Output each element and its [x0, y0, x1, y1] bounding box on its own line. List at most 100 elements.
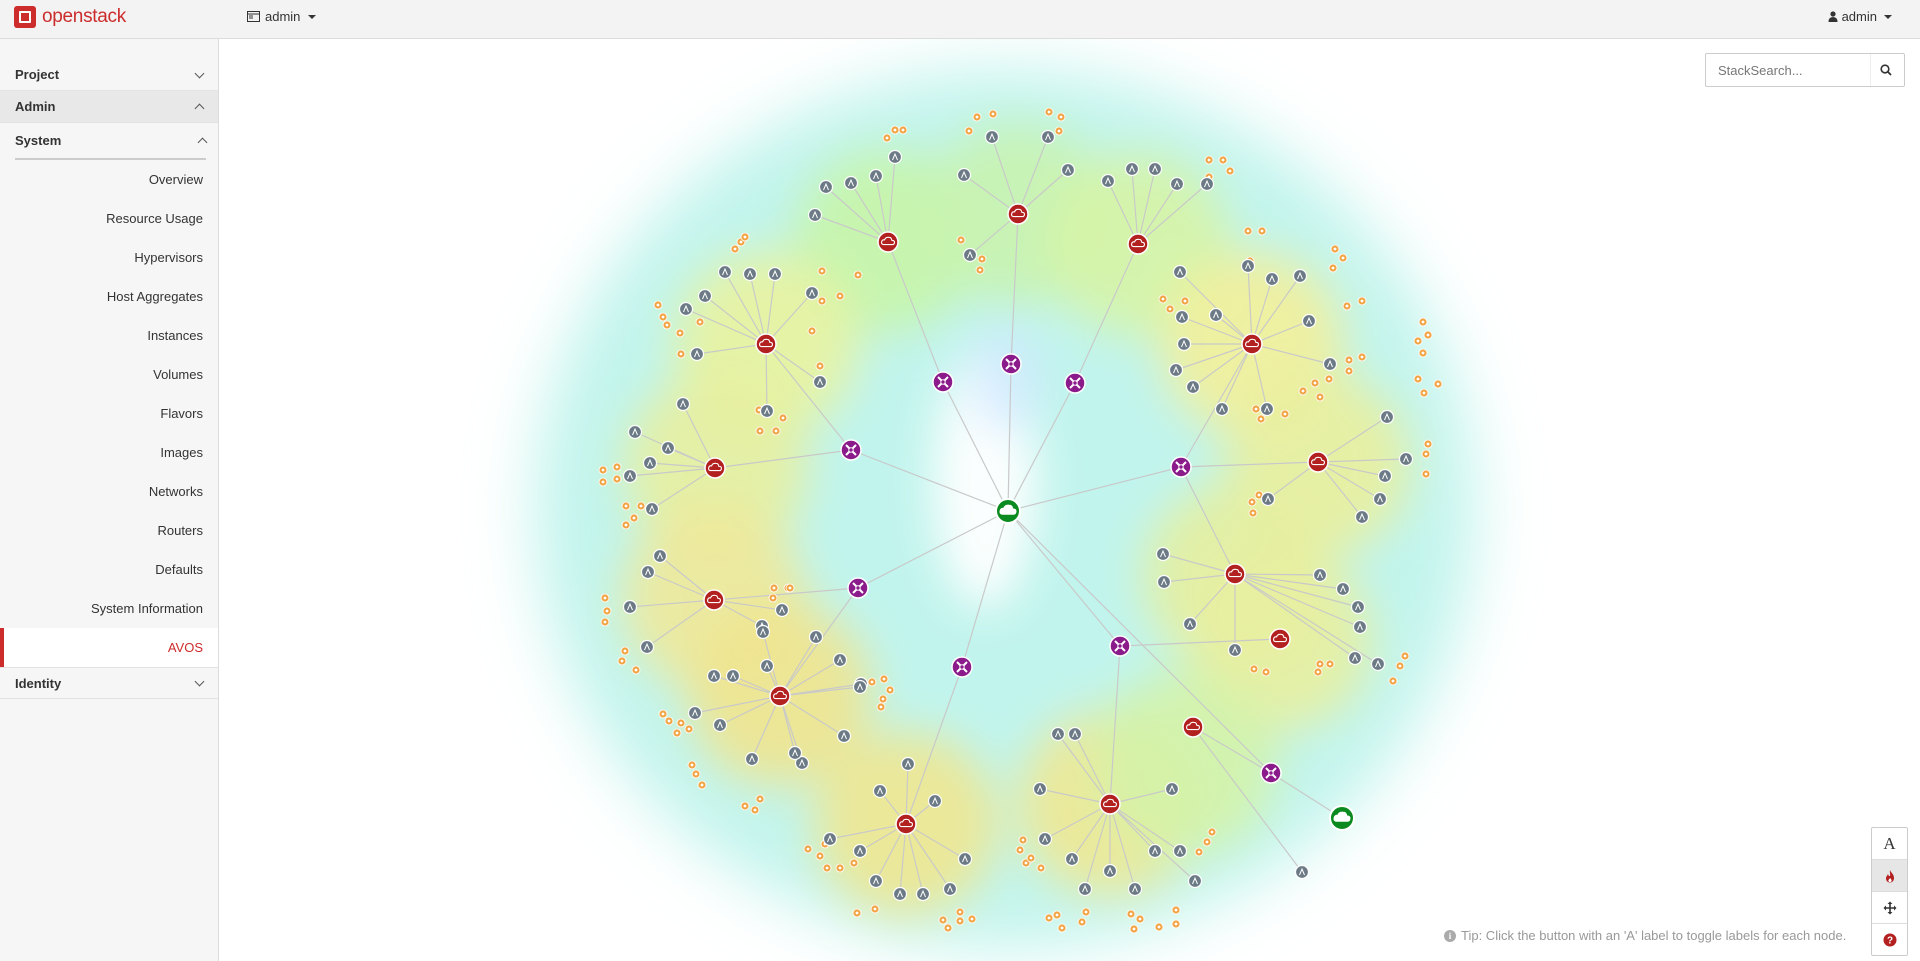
instance-node[interactable]: [725, 668, 741, 684]
alarm-node[interactable]: [878, 694, 888, 704]
instance-node[interactable]: [1187, 873, 1203, 889]
alarm-node[interactable]: [815, 851, 825, 861]
alarm-node[interactable]: [852, 908, 862, 918]
alarm-node[interactable]: [1357, 352, 1367, 362]
alarm-node[interactable]: [977, 254, 987, 264]
alarm-node[interactable]: [631, 665, 641, 675]
alarm-node[interactable]: [849, 858, 859, 868]
alarm-node[interactable]: [1261, 667, 1271, 677]
alarm-node[interactable]: [785, 583, 795, 593]
instance-node[interactable]: [1124, 161, 1140, 177]
instance-node[interactable]: [627, 424, 643, 440]
help-button[interactable]: ?: [1872, 924, 1907, 955]
alarm-node[interactable]: [617, 656, 627, 666]
alarm-node[interactable]: [956, 235, 966, 245]
alarm-node[interactable]: [1081, 907, 1091, 917]
router-node[interactable]: [1064, 372, 1086, 394]
instance-node[interactable]: [687, 705, 703, 721]
tenant-cloud-node[interactable]: [877, 231, 899, 253]
router-node[interactable]: [1170, 456, 1192, 478]
alarm-node[interactable]: [600, 593, 610, 603]
alarm-node[interactable]: [890, 125, 900, 135]
alarm-node[interactable]: [1194, 847, 1204, 857]
alarm-node[interactable]: [636, 501, 646, 511]
instance-node[interactable]: [1379, 409, 1395, 425]
alarm-node[interactable]: [1310, 378, 1320, 388]
alarm-node[interactable]: [817, 296, 827, 306]
alarm-node[interactable]: [675, 328, 685, 338]
instance-node[interactable]: [689, 346, 705, 362]
alarm-node[interactable]: [1315, 392, 1325, 402]
alarm-node[interactable]: [885, 685, 895, 695]
alarm-node[interactable]: [621, 520, 631, 530]
instance-node[interactable]: [957, 851, 973, 867]
alarm-node[interactable]: [612, 474, 622, 484]
alarm-node[interactable]: [598, 465, 608, 475]
alarm-node[interactable]: [1180, 296, 1190, 306]
alarm-node[interactable]: [750, 805, 760, 815]
instance-node[interactable]: [1370, 656, 1386, 672]
tenant-cloud-node[interactable]: [1241, 333, 1263, 355]
alarm-node[interactable]: [695, 317, 705, 327]
network-node[interactable]: [1329, 805, 1355, 831]
alarm-node[interactable]: [1171, 905, 1181, 915]
alarm-node[interactable]: [835, 863, 845, 873]
instance-node[interactable]: [1260, 491, 1276, 507]
instance-node[interactable]: [1077, 881, 1093, 897]
alarm-node[interactable]: [1298, 386, 1308, 396]
alarm-node[interactable]: [817, 266, 827, 276]
instance-node[interactable]: [1174, 309, 1190, 325]
alarm-node[interactable]: [1202, 837, 1212, 847]
alarm-node[interactable]: [629, 513, 639, 523]
toggle-labels-button[interactable]: A: [1872, 828, 1907, 860]
instance-node[interactable]: [807, 207, 823, 223]
instance-node[interactable]: [1147, 161, 1163, 177]
instance-node[interactable]: [644, 501, 660, 517]
instance-node[interactable]: [794, 755, 810, 771]
alarm-node[interactable]: [778, 413, 788, 423]
alarm-node[interactable]: [955, 916, 965, 926]
alarm-node[interactable]: [1247, 497, 1257, 507]
tenant-cloud-node[interactable]: [769, 685, 791, 707]
tenant-cloud-node[interactable]: [1127, 233, 1149, 255]
alarm-node[interactable]: [612, 462, 622, 472]
router-node[interactable]: [932, 371, 954, 393]
alarm-node[interactable]: [803, 844, 813, 854]
alarm-node[interactable]: [1204, 155, 1214, 165]
instance-node[interactable]: [1168, 362, 1184, 378]
alarm-node[interactable]: [1357, 296, 1367, 306]
instance-node[interactable]: [942, 881, 958, 897]
instance-node[interactable]: [755, 624, 771, 640]
instance-node[interactable]: [1354, 509, 1370, 525]
alarm-node[interactable]: [658, 312, 668, 322]
alarm-node[interactable]: [807, 326, 817, 336]
alarm-node[interactable]: [1413, 374, 1423, 384]
instance-node[interactable]: [639, 639, 655, 655]
sidebar-item-overview[interactable]: Overview: [0, 160, 218, 199]
instance-node[interactable]: [1176, 336, 1192, 352]
alarm-node[interactable]: [662, 320, 672, 330]
alarm-node[interactable]: [1328, 263, 1338, 273]
alarm-node[interactable]: [691, 769, 701, 779]
alarm-node[interactable]: [1257, 226, 1267, 236]
instance-node[interactable]: [1067, 726, 1083, 742]
alarm-node[interactable]: [1126, 909, 1136, 919]
alarm-node[interactable]: [1324, 374, 1334, 384]
alarm-node[interactable]: [1342, 301, 1352, 311]
alarm-node[interactable]: [1313, 667, 1323, 677]
router-node[interactable]: [847, 577, 869, 599]
instance-node[interactable]: [717, 264, 733, 280]
tenant-cloud-node[interactable]: [1307, 451, 1329, 473]
pan-button[interactable]: [1872, 892, 1907, 924]
sidebar-section-admin[interactable]: Admin: [0, 91, 218, 123]
alarm-node[interactable]: [1418, 317, 1428, 327]
alarm-node[interactable]: [684, 724, 694, 734]
instance-node[interactable]: [742, 266, 758, 282]
instance-node[interactable]: [1372, 491, 1388, 507]
tenant-cloud-node[interactable]: [1182, 716, 1204, 738]
instance-node[interactable]: [1064, 851, 1080, 867]
alarm-node[interactable]: [1044, 913, 1054, 923]
instance-node[interactable]: [984, 129, 1000, 145]
alarm-node[interactable]: [1395, 661, 1405, 671]
instance-node[interactable]: [697, 288, 713, 304]
